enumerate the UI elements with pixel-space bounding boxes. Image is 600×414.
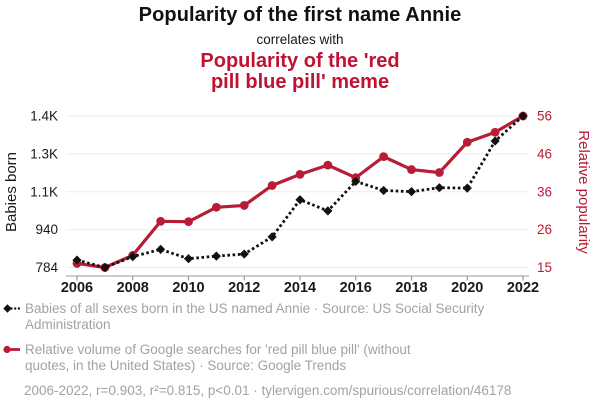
data-point-marker bbox=[323, 160, 333, 170]
data-point-marker bbox=[156, 244, 166, 255]
chart-canvas: 1.4K 56 1.3K 46 1.1K 36 940 26 784 15 2006 2008 2010… bbox=[3, 109, 592, 297]
data-point-marker bbox=[490, 127, 500, 137]
left-axis-title: Babies born bbox=[3, 152, 20, 232]
x-axis-tick-label: 2018 bbox=[395, 280, 427, 296]
left-axis-tick-label: 1.1K bbox=[30, 184, 58, 199]
x-axis-tick-label: 2006 bbox=[61, 280, 93, 296]
x-axis-tick-label: 2022 bbox=[507, 280, 539, 296]
legend: Babies of all sexes born in the US named… bbox=[3, 301, 592, 398]
data-point-marker bbox=[211, 202, 221, 212]
data-point-marker bbox=[379, 152, 389, 162]
x-axis-tick-label: 2012 bbox=[228, 280, 260, 296]
data-point-marker bbox=[184, 217, 193, 227]
x-axis-tick-label: 2008 bbox=[117, 280, 149, 296]
x-axis-tick-label: 2014 bbox=[284, 280, 316, 296]
data-point-marker bbox=[267, 181, 277, 190]
left-axis-tick-label: 1.4K bbox=[30, 109, 58, 124]
data-point-marker bbox=[462, 183, 472, 193]
left-axis-tick-label: 1.3K bbox=[30, 146, 58, 161]
series-red-pill bbox=[72, 111, 528, 272]
stats-and-source-line: 2006-2022, r=0.903, r²=0.815, p<0.01 · t… bbox=[24, 383, 512, 398]
right-axis-tick-label: 56 bbox=[537, 109, 552, 124]
right-axis-tick-label: 36 bbox=[537, 184, 552, 199]
data-point-marker bbox=[379, 185, 389, 196]
legend-item-annie: Babies of all sexes born in the US named… bbox=[3, 301, 592, 332]
gridlines bbox=[66, 115, 528, 268]
left-axis-tick-label: 940 bbox=[35, 222, 58, 237]
page-title: Popularity of the first name Annie bbox=[138, 4, 462, 26]
x-axis-tick-label: 2010 bbox=[172, 280, 204, 296]
x-axis: 2006 2008 2010 2012 2014 2016 2018 2020 2022 bbox=[61, 275, 539, 296]
data-point-marker bbox=[351, 176, 361, 187]
data-point-marker bbox=[100, 262, 110, 273]
legend-label: Babies of all sexes born in the US named… bbox=[25, 301, 485, 332]
data-point-marker bbox=[434, 183, 444, 193]
data-point-marker bbox=[239, 201, 249, 210]
data-point-marker bbox=[156, 216, 166, 226]
data-point-marker bbox=[406, 187, 417, 197]
legend-item-red-pill: Relative volume of Google searches for '… bbox=[3, 342, 592, 373]
data-point-marker bbox=[295, 195, 305, 205]
x-axis-tick-label: 2016 bbox=[340, 280, 372, 296]
secondary-title: Popularity of the 'red pill blue pill' m… bbox=[200, 50, 400, 93]
data-point-marker bbox=[490, 136, 500, 146]
data-point-marker bbox=[323, 206, 333, 216]
data-point-marker bbox=[462, 137, 472, 147]
data-point-marker bbox=[211, 251, 221, 261]
data-point-marker bbox=[434, 168, 444, 177]
x-axis-tick-label: 2020 bbox=[451, 280, 483, 296]
data-point-marker bbox=[183, 254, 194, 264]
right-axis-tick-label: 15 bbox=[537, 260, 552, 275]
data-point-marker bbox=[295, 169, 305, 179]
black-dotted-diamond-legend-icon bbox=[3, 304, 20, 313]
legend-label: Relative volume of Google searches for '… bbox=[25, 342, 411, 373]
right-axis-title: Relative popularity bbox=[575, 130, 592, 254]
right-axis-tick-label: 46 bbox=[537, 146, 552, 161]
data-point-marker bbox=[407, 165, 416, 174]
red-solid-circle-legend-icon bbox=[3, 345, 20, 354]
left-axis-tick-label: 784 bbox=[35, 260, 58, 275]
data-point-marker bbox=[267, 232, 277, 242]
data-point-marker bbox=[72, 255, 82, 265]
correlates-with-label: correlates with bbox=[256, 32, 344, 47]
right-axis-tick-label: 26 bbox=[537, 222, 552, 237]
